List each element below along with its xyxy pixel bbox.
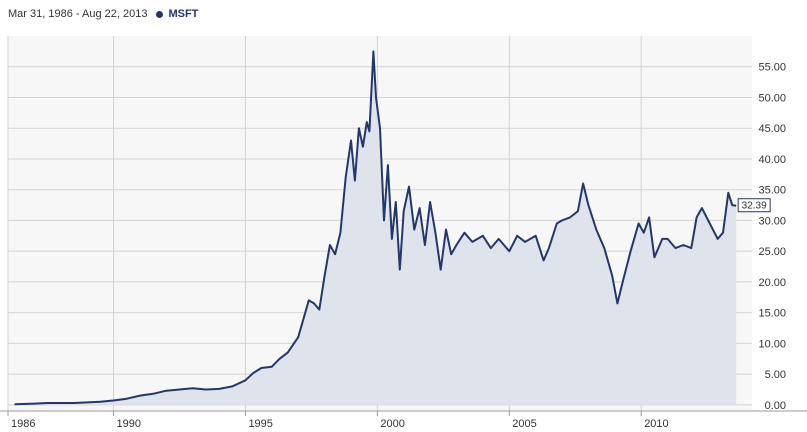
y-tick-label: 45.00 [758, 123, 786, 135]
x-tick-label: 2010 [644, 418, 668, 430]
y-tick-label: 25.00 [758, 246, 786, 258]
y-tick-label: 5.00 [765, 369, 786, 381]
series-name-label[interactable]: MSFT [168, 8, 199, 20]
y-tick-label: 0.00 [765, 400, 786, 412]
y-tick-label: 20.00 [758, 277, 786, 289]
x-tick-label: 2005 [512, 418, 536, 430]
y-tick-label: 40.00 [758, 154, 786, 166]
x-tick-label: 2000 [380, 418, 404, 430]
y-tick-label: 15.00 [758, 308, 786, 320]
last-value-box [737, 198, 771, 213]
y-tick-label: 50.00 [758, 92, 786, 104]
chart-legend-bar: Mar 31, 1986 - Aug 22, 2013 MSFT [8, 6, 198, 22]
series-color-dot [156, 10, 164, 18]
x-tick-label: 1986 [11, 418, 35, 430]
series-area-fill [14, 51, 737, 405]
y-tick-label: 55.00 [758, 62, 786, 74]
date-range-label: Mar 31, 1986 - Aug 22, 2013 [8, 8, 148, 20]
y-tick-label: 10.00 [758, 338, 786, 350]
series-line-msft [14, 50, 737, 406]
x-tick-label: 1990 [117, 418, 141, 430]
y-tick-label: 30.00 [758, 215, 786, 227]
y-tick-label: 35.00 [758, 185, 786, 197]
last-value-label: 32.39 [742, 201, 767, 212]
x-tick-label: 1995 [248, 418, 272, 430]
